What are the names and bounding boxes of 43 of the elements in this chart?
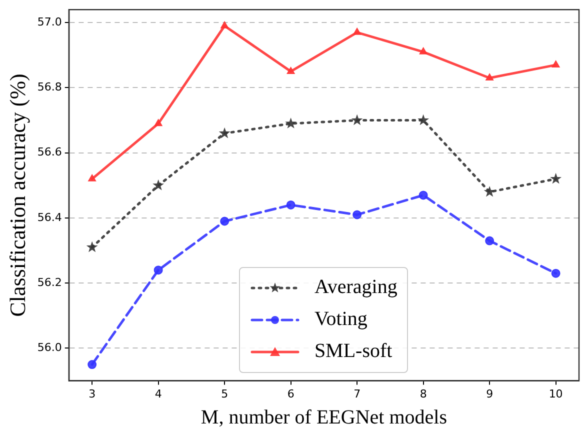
point [220,216,230,226]
point [484,186,496,197]
x-tick-label: 10 [548,387,563,400]
point [352,210,362,220]
point [418,114,430,126]
x-tick-label: 5 [221,387,228,400]
point [418,190,428,200]
point [88,360,97,370]
point [286,200,296,210]
x-tick-label: 6 [287,387,294,400]
x-tick-label: 7 [354,387,361,400]
x-tick-label: 8 [420,387,427,400]
point [419,47,428,54]
y-tick-label: 56.2 [37,276,62,289]
point [286,66,295,74]
x-tick-label: 9 [486,387,494,400]
legend-label: SML-soft [314,340,392,364]
y-tick-label: 56.6 [37,146,62,159]
point [86,241,98,252]
point [152,179,164,190]
point [551,268,560,278]
point [88,174,96,182]
point [485,236,494,246]
point [154,119,162,126]
point [550,172,562,184]
legend-label: Averaging [314,276,398,300]
point [351,114,363,126]
point [220,21,229,28]
y-tick-label: 57.0 [37,15,62,28]
y-tick-label: 56.4 [37,210,62,224]
point [154,266,163,275]
point [353,28,362,35]
x-tick-label: 4 [154,387,162,400]
point [552,60,560,68]
y-tick-label: 56.0 [37,341,62,354]
x-tick-label: 3 [88,387,96,400]
point [486,73,494,80]
x-axis-title: M, number of EEGNet models [200,406,448,428]
point [218,127,230,138]
legend-label: Voting [314,308,368,332]
y-axis-title: Classification accuracy (%) [4,74,30,317]
y-tick-label: 56.8 [37,80,62,94]
point [285,118,297,128]
